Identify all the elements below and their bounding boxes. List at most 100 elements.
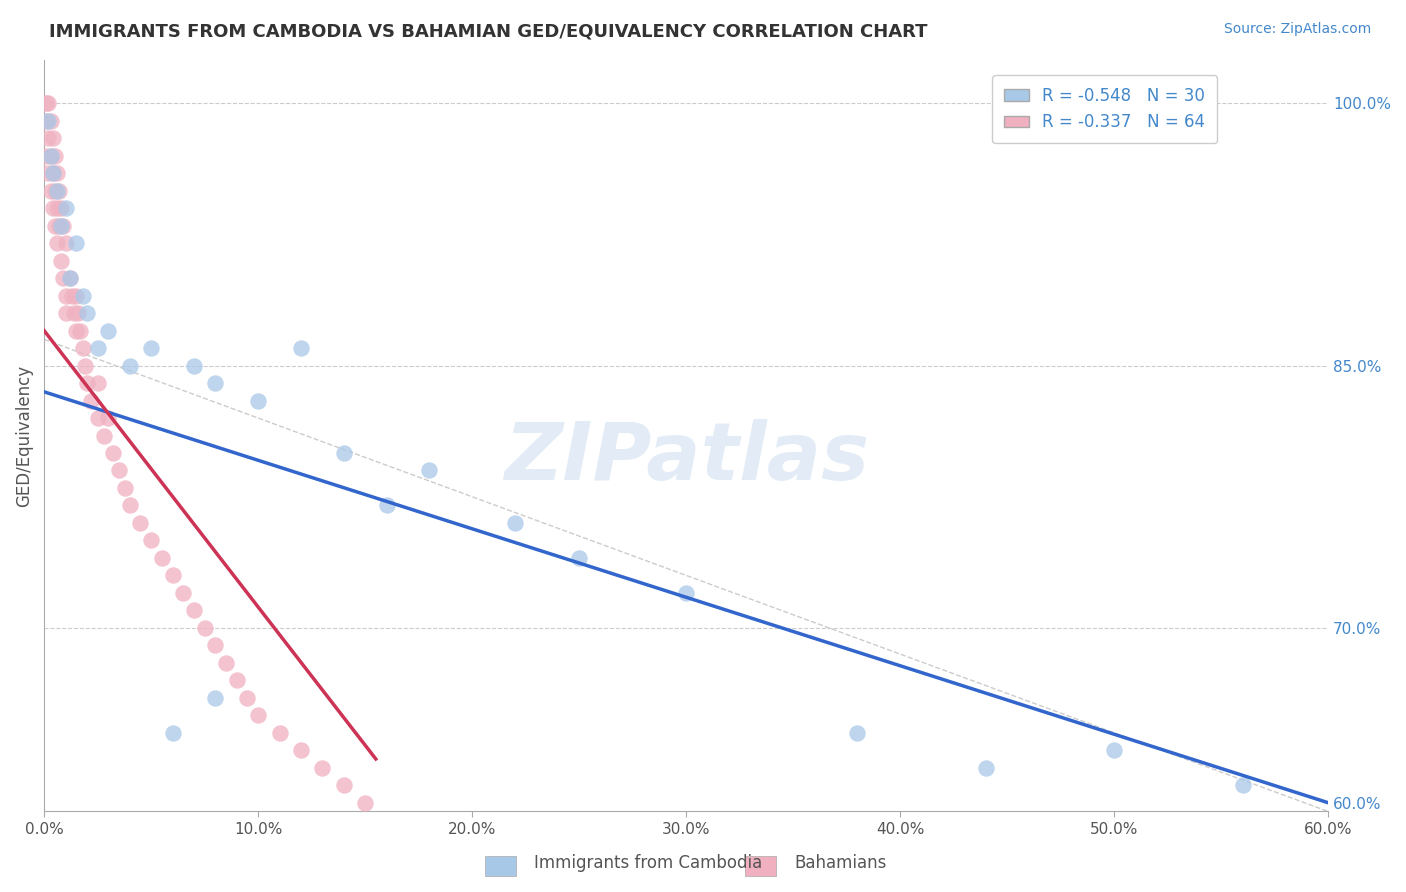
Point (215, 656, 238, 670)
Point (52, 219, 75, 233)
Point (332, 446, 354, 460)
Point (55, 306, 77, 320)
Point (114, 481, 136, 495)
Point (48, 184, 70, 198)
Point (63, 306, 86, 320)
Point (35, 113, 58, 128)
Point (39, 184, 62, 198)
Point (86, 376, 108, 390)
Point (72, 341, 94, 355)
Point (65, 324, 87, 338)
Point (418, 463, 440, 477)
Point (46, 236, 69, 251)
Point (76, 376, 98, 390)
Point (35, 96, 58, 111)
Point (311, 761, 333, 775)
Point (80, 393, 103, 408)
Point (39, 113, 62, 128)
Point (503, 516, 526, 530)
Point (1102, 743, 1125, 757)
Point (65, 236, 87, 251)
Point (183, 603, 205, 617)
Point (59, 271, 82, 285)
Point (41, 166, 63, 180)
Point (290, 341, 312, 355)
Text: Immigrants from Cambodia: Immigrants from Cambodia (534, 855, 762, 872)
Point (52, 271, 75, 285)
Point (247, 708, 270, 723)
Point (129, 516, 152, 530)
Point (44, 184, 66, 198)
Point (846, 725, 869, 739)
Point (37, 166, 59, 180)
Point (150, 550, 173, 565)
Point (35, 149, 58, 163)
Point (37, 131, 59, 145)
Point (375, 499, 398, 513)
Point (162, 568, 184, 582)
Point (247, 393, 270, 408)
Point (204, 638, 226, 652)
Point (37, 113, 59, 128)
Point (236, 690, 259, 705)
Point (55, 201, 77, 215)
Point (51, 219, 73, 233)
Point (183, 359, 205, 373)
Point (568, 550, 591, 565)
Point (194, 621, 217, 635)
Point (162, 725, 184, 739)
Point (101, 446, 124, 460)
Point (1232, 778, 1254, 792)
Point (118, 359, 141, 373)
Point (41, 201, 63, 215)
Point (67, 306, 90, 320)
Point (204, 376, 226, 390)
Point (46, 201, 69, 215)
Point (108, 463, 131, 477)
Point (59, 271, 82, 285)
Point (72, 288, 94, 302)
Point (55, 288, 77, 302)
Point (44, 149, 66, 163)
Point (39, 149, 62, 163)
Text: IMMIGRANTS FROM CAMBODIA VS BAHAMIAN GED/EQUIVALENCY CORRELATION CHART: IMMIGRANTS FROM CAMBODIA VS BAHAMIAN GED… (49, 22, 928, 40)
Point (269, 725, 291, 739)
Point (675, 586, 697, 600)
Point (39, 149, 62, 163)
Point (65, 288, 87, 302)
Point (51, 253, 73, 268)
Point (332, 778, 354, 792)
Point (46, 184, 69, 198)
Point (86, 411, 108, 425)
Point (76, 306, 98, 320)
Point (204, 690, 226, 705)
Point (55, 236, 77, 251)
Text: Source: ZipAtlas.com: Source: ZipAtlas.com (1223, 22, 1371, 37)
Text: Bahamians: Bahamians (794, 855, 887, 872)
Point (41, 131, 63, 145)
Point (172, 586, 194, 600)
Y-axis label: GED/Equivalency: GED/Equivalency (15, 365, 32, 507)
Point (48, 219, 70, 233)
Point (290, 743, 312, 757)
Point (139, 533, 162, 548)
Point (97, 324, 120, 338)
Point (225, 673, 247, 688)
Point (97, 411, 120, 425)
Legend: R = -0.548   N = 30, R = -0.337   N = 64: R = -0.548 N = 30, R = -0.337 N = 64 (993, 76, 1218, 143)
Point (93, 428, 115, 442)
Point (51, 201, 73, 215)
Point (37, 96, 59, 111)
Point (86, 341, 108, 355)
Point (44, 219, 66, 233)
Point (46, 166, 69, 180)
Point (60, 288, 83, 302)
Point (354, 796, 377, 810)
Point (974, 761, 997, 775)
Text: ZIPatlas: ZIPatlas (503, 419, 869, 497)
Point (41, 166, 63, 180)
Point (139, 341, 162, 355)
Point (375, 813, 398, 827)
Point (69, 324, 91, 338)
Point (73, 359, 96, 373)
